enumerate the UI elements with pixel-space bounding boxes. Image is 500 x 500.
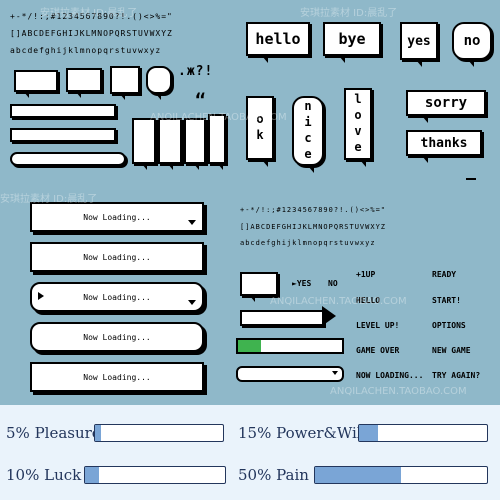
ok-bubble: ok [246, 96, 274, 167]
progress-bar [314, 466, 488, 484]
blank-box [10, 104, 116, 118]
progress-panel [0, 405, 500, 500]
menu-game-over[interactable]: GAME OVER [356, 346, 400, 355]
progress-fill [95, 425, 102, 441]
bye-bubble: bye [323, 22, 381, 63]
glyph-row-uppercase: []ABCDEFGHIJKLMNOPQRSTUVWXYZ [10, 29, 173, 38]
arrow-head-icon [322, 306, 336, 326]
loading-bar: Now Loading... [30, 202, 204, 232]
yes-option[interactable]: ►YES [292, 279, 312, 288]
sorry-bubble: sorry [406, 90, 486, 123]
cursor-underscore [466, 178, 476, 180]
pixel-progress-bar [236, 338, 344, 354]
hello-bubble: hello [246, 22, 310, 63]
dropdown-box[interactable] [236, 366, 344, 382]
glyph-row-symbols: +-*/!:;#1234567890?!.()<>%=" [240, 206, 387, 214]
blank-tall-bubble [132, 118, 156, 170]
progress-fill [315, 467, 401, 483]
progress-bar [84, 466, 226, 484]
watermark-url: ANQILACHEN.TAOBAO.COM [330, 386, 467, 397]
blank-tall-bubble [158, 118, 182, 170]
blank-bubble [66, 68, 102, 98]
menu-now-loading[interactable]: NOW LOADING... [356, 371, 424, 380]
watermark-text: 安琪拉素材 ID:晨乱了 [300, 8, 398, 19]
blank-bubble [110, 66, 140, 100]
thanks-bubble: thanks [406, 130, 482, 163]
no-bubble: no [452, 22, 492, 67]
watermark-url: ANQILACHEN.TAOBAO.COM [270, 296, 407, 307]
arrow-sign [240, 310, 324, 326]
menu-start[interactable]: START! [432, 296, 461, 305]
menu-hello[interactable]: HELLO [356, 296, 381, 305]
no-option[interactable]: NO [328, 279, 338, 288]
progress-bar [94, 424, 224, 442]
watermark-url: ANQILACHEN.TAOBAO.COM [150, 112, 287, 123]
blank-tall-bubble [184, 118, 206, 170]
nice-bubble: nice [292, 96, 324, 173]
love-bubble: love [344, 88, 372, 167]
blank-bubble [14, 70, 58, 98]
menu-new-game[interactable]: NEW GAME [432, 346, 471, 355]
blank-box-round [10, 152, 126, 166]
glyph-row-symbols: +-*/!:;#1234567890?!.()<>%=" [10, 12, 173, 21]
progress-fill [85, 467, 99, 483]
menu-options[interactable]: OPTIONS [432, 321, 466, 330]
quote-mark: “ [195, 90, 207, 111]
progress-bar [358, 424, 488, 442]
blank-bubble-round [146, 66, 172, 100]
glyph-row-uppercase: []ABCDEFGHIJKLMNOPQRSTUVWXYZ [240, 223, 387, 231]
watermark-text: 安琪拉素材 ID:晨乱了 [0, 194, 98, 205]
menu-ready[interactable]: READY [432, 270, 457, 279]
yes-bubble: yes [400, 22, 438, 67]
loading-bar: Now Loading... [30, 282, 204, 312]
chevron-down-icon [332, 371, 338, 375]
glyph-row-lowercase: abcdefghijklmnopqrstuvwxyz [10, 46, 162, 55]
progress-label: 5% Pleasure [6, 424, 101, 442]
blank-tall-bubble [208, 114, 226, 170]
pixel-progress-fill [238, 340, 261, 352]
menu-try-again[interactable]: TRY AGAIN? [432, 371, 481, 380]
progress-label: 15% Power&Will [238, 424, 367, 442]
menu-level-up[interactable]: LEVEL UP! [356, 321, 400, 330]
blank-box [10, 128, 116, 142]
loading-bar: Now Loading... [30, 362, 204, 392]
progress-fill [359, 425, 379, 441]
progress-label: 10% Luck [6, 466, 82, 484]
loading-bar: Now Loading... [30, 322, 204, 352]
blank-bubble [240, 272, 278, 302]
symbols-text: .ж?! [178, 64, 214, 79]
loading-bar: Now Loading... [30, 242, 204, 272]
watermark-text: 安琪拉素材 ID:晨乱了 [40, 8, 138, 19]
glyph-row-lowercase: abcdefghijklmnopqrstuvwxyz [240, 239, 376, 247]
progress-label: 50% Pain [238, 466, 309, 484]
menu-up[interactable]: +1UP [356, 270, 376, 279]
